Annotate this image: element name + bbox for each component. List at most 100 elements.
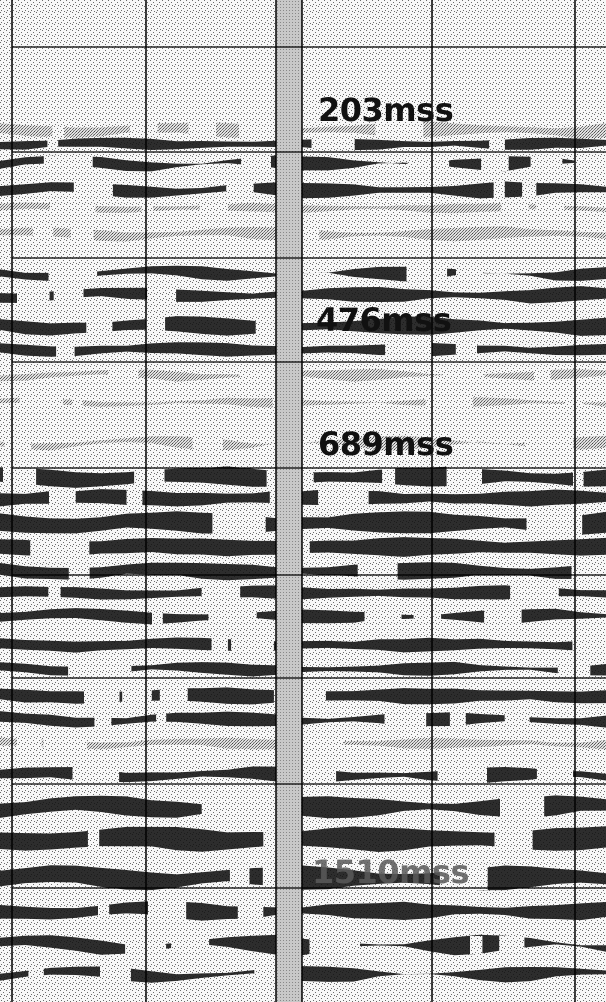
reflector-band [0,637,606,653]
reflector-gap [28,966,44,982]
reflector-gap [68,661,102,677]
reflector-gap [407,156,450,171]
reflector-gap [481,156,509,171]
depth-label-689: 689mss [318,425,454,463]
reflector-gap [72,766,120,784]
reflector-layer [0,121,606,983]
depth-label-203: 203mss [318,91,454,129]
reflector-gap [68,561,90,581]
reflector-gap [204,201,228,215]
reflector-gap [212,511,256,535]
reflector-gap [501,201,529,215]
reflector-gap [147,286,177,304]
reflector-gap [357,561,398,581]
reflector-gap [201,796,250,818]
reflector-gap [500,796,545,818]
reflector-band [0,181,606,199]
reflector-gap [305,736,344,751]
reflector-gap [237,901,264,921]
reflector-gap [208,608,257,625]
reflector-band [0,368,606,382]
reflector-gap [239,121,277,139]
reflector-gap [98,901,110,921]
reflector-gap [364,608,402,625]
reflector-gap [574,661,591,677]
reflector-gap [73,181,113,199]
reflector-gap [437,766,487,784]
reflector-gap [43,156,93,171]
reflector-gap [72,396,83,409]
reflector-gap [573,636,603,654]
reflector-gap [122,686,152,706]
reflector-gap [311,136,355,152]
reflector-gap [456,266,484,281]
reflector-gap [52,121,65,139]
reflector-gap [382,466,396,488]
reflector-gap [262,866,277,890]
depth-label-1510: 1510mss [312,853,470,891]
reflector-gap [318,936,360,954]
reflector-band [0,435,606,451]
reflector-gap [493,181,505,199]
reflector-gap [294,766,337,784]
reflector-gap [48,584,61,602]
reflector-gap [192,436,223,450]
reflector-band [0,826,606,852]
reflector-gap [3,466,37,488]
reflector-gap [534,368,551,382]
reflector-gap [129,121,158,139]
reflector-gap [50,201,96,215]
reflector-gap [318,488,364,508]
reflector-gap [524,436,574,450]
reflector-gap [30,536,76,558]
reflector-gap [573,466,584,488]
reflector-gap [536,766,573,784]
reflector-gap [489,136,505,152]
reflector-gap [234,181,254,199]
reflector-gap [406,266,448,281]
reflector-band [0,661,606,677]
reflector-band [0,562,606,581]
reflector-gap [231,636,274,654]
reflector-gap [94,711,112,728]
reflector-gap [74,536,90,558]
reflector-gap [48,266,98,281]
reflector-gap [201,584,241,602]
reflector-gap [522,181,537,199]
reflector-band [0,137,606,151]
reflector-gap [156,711,167,728]
reflector-gap [152,608,163,625]
reflector-gap [229,866,250,890]
reflector-gap [536,201,565,215]
reflector-gap [17,286,50,304]
reflector-gap [494,826,533,852]
reflector-gap [510,584,559,602]
reflector-gap [446,466,482,488]
reflector-band [0,265,606,282]
depth-label-476: 476mss [316,301,452,339]
reflector-gap [96,316,113,336]
reflector-band [0,585,606,600]
reflector-band [0,608,606,625]
reflector-gap [134,466,165,488]
reflector-gap [126,488,143,508]
reflector-gap [442,368,485,382]
reflector-gap [413,608,442,625]
reflector-gap [499,936,525,954]
reflector-band [0,342,606,357]
reflector-gap [84,686,120,706]
reflector-gap [565,396,583,409]
reflector-gap [504,711,530,728]
reflector-gap [439,866,488,890]
reflector-gap [87,826,100,852]
reflector-gap [375,121,424,139]
reflector-gap [17,736,42,751]
reflector-gap [141,201,154,215]
reflector-gap [19,396,63,409]
reflector-gap [188,121,216,139]
reflector-gap [159,686,188,706]
reflector-gap [574,156,606,171]
reflector-gap [100,966,131,982]
